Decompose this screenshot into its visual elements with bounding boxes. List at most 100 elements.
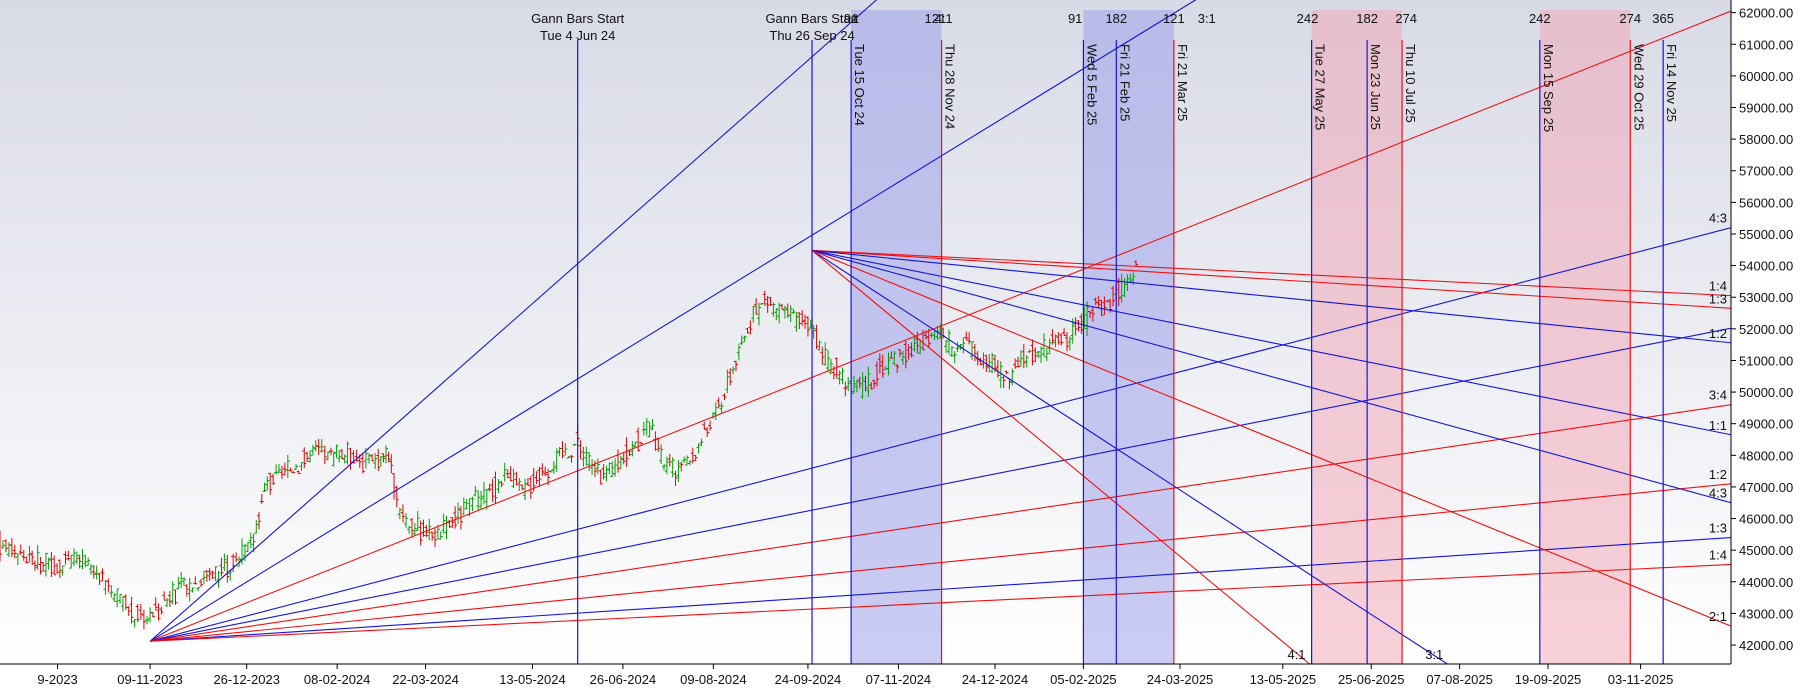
gann-fan-label: 1:1 — [1709, 418, 1727, 433]
gann-fan-line — [811, 249, 1310, 664]
y-tick-label: 60000.00 — [1739, 69, 1793, 84]
gann-fan-line — [811, 249, 1731, 344]
top-header-text: 182 — [1356, 11, 1378, 26]
y-tick-label: 62000.00 — [1739, 6, 1793, 21]
top-header-text: 121 — [1163, 11, 1185, 26]
x-tick-label: 07-08-2025 — [1426, 672, 1493, 687]
gann-fan-line — [149, 10, 1731, 642]
x-tick-label: 24-09-2024 — [775, 672, 842, 687]
vertical-date-label: Wed 29 Oct 25 — [1631, 44, 1646, 130]
y-tick-label: 49000.00 — [1739, 417, 1793, 432]
gann-fan-label: 4:3 — [1709, 211, 1727, 226]
top-header-text: Thu 26 Sep 24 — [769, 28, 854, 43]
gann-fan-line — [811, 249, 1731, 436]
x-tick-label: 09-11-2023 — [117, 672, 183, 687]
y-tick-label: 52000.00 — [1739, 322, 1793, 337]
time-band — [1539, 10, 1631, 664]
top-header-text: 182 — [1105, 11, 1127, 26]
x-tick-label: 9-2023 — [37, 672, 77, 687]
y-tick-label: 56000.00 — [1739, 195, 1793, 210]
top-header-text: 274 — [1395, 11, 1417, 26]
gann-fan-line — [149, 404, 1731, 642]
y-tick-label: 45000.00 — [1739, 543, 1793, 558]
gann-fan-line — [149, 0, 878, 642]
vertical-date-label: Thu 10 Jul 25 — [1403, 44, 1418, 123]
top-header-text: 365 — [1652, 11, 1674, 26]
y-tick-label: 59000.00 — [1739, 101, 1793, 116]
gann-fan-line — [149, 0, 1197, 642]
x-tick-label: 25-06-2025 — [1338, 672, 1405, 687]
x-tick-label: 26-12-2023 — [213, 672, 280, 687]
gann-fan-line — [150, 483, 1731, 642]
gann-fan-label: 1:2 — [1709, 467, 1727, 482]
time-band — [851, 10, 942, 664]
x-tick-label: 26-06-2024 — [590, 672, 657, 687]
gann-fan-label: 1:3 — [1709, 521, 1727, 536]
x-tick-label: 22-03-2024 — [392, 672, 459, 687]
y-tick-label: 58000.00 — [1739, 132, 1793, 147]
y-tick-label: 48000.00 — [1739, 448, 1793, 463]
x-tick-label: 07-11-2024 — [866, 672, 932, 687]
x-tick-label: 19-09-2025 — [1515, 672, 1582, 687]
top-header-text: Tue 4 Jun 24 — [540, 28, 615, 43]
gann-fan-line — [811, 249, 1731, 504]
gann-fan-line — [149, 227, 1731, 642]
x-tick-label: 13-05-2025 — [1250, 672, 1317, 687]
gann-fan-line — [150, 536, 1731, 642]
y-tick-label: 51000.00 — [1739, 353, 1793, 368]
y-tick-label: 44000.00 — [1739, 575, 1793, 590]
y-tick-label: 46000.00 — [1739, 512, 1793, 527]
gann-fan-line — [811, 249, 1448, 664]
x-tick-label: 03-11-2025 — [1608, 672, 1674, 687]
gann-fan-label: 3:4 — [1709, 388, 1727, 403]
vertical-date-label: Wed 5 Feb 25 — [1084, 44, 1099, 125]
gann-fan-label: 1:3 — [1709, 291, 1727, 306]
y-tick-label: 53000.00 — [1739, 290, 1793, 305]
vertical-date-label: Fri 21 Mar 25 — [1175, 44, 1190, 121]
x-tick-label: 24-03-2025 — [1147, 672, 1214, 687]
gann-fan-label: 4:1 — [1287, 647, 1305, 662]
top-header-text: 121 — [925, 11, 947, 26]
x-tick-label: 08-02-2024 — [304, 672, 371, 687]
gann-fan-line — [150, 563, 1731, 642]
top-header-text: Gann Bars Start — [531, 11, 625, 26]
time-band — [1311, 10, 1403, 664]
gann-fan-line — [811, 249, 1731, 627]
top-header-text: 242 — [1529, 11, 1551, 26]
gann-fan-label: 2:1 — [1709, 609, 1727, 624]
vertical-date-label: Tue 15 Oct 24 — [852, 44, 867, 126]
vertical-date-label: Fri 21 Feb 25 — [1117, 44, 1132, 121]
vertical-date-label: Mon 15 Sep 25 — [1541, 44, 1556, 132]
vertical-date-label: Tue 27 May 25 — [1313, 44, 1328, 130]
gann-fan-line — [812, 249, 1731, 297]
y-tick-label: 57000.00 — [1739, 164, 1793, 179]
x-tick-label: 05-02-2025 — [1050, 672, 1117, 687]
y-tick-label: 55000.00 — [1739, 227, 1793, 242]
top-header-text: Gann Bars Start — [765, 11, 859, 26]
top-header-text: 242 — [1297, 11, 1319, 26]
top-header-text: 4:1 — [935, 11, 953, 26]
gann-fan-label: 4:3 — [1709, 486, 1727, 501]
top-header-text: 91 — [1068, 11, 1082, 26]
top-header-text: 274 — [1619, 11, 1641, 26]
vertical-date-label: Fri 14 Nov 25 — [1664, 44, 1679, 122]
y-tick-label: 47000.00 — [1739, 480, 1793, 495]
y-tick-label: 50000.00 — [1739, 385, 1793, 400]
x-tick-label: 13-05-2024 — [499, 672, 566, 687]
y-tick-label: 54000.00 — [1739, 259, 1793, 274]
x-tick-label: 09-08-2024 — [680, 672, 747, 687]
top-header-text: 91 — [844, 11, 858, 26]
vertical-date-label: Mon 23 Jun 25 — [1368, 44, 1383, 130]
gann-fan-label: 3:1 — [1425, 647, 1443, 662]
gann-fan-label: 1:4 — [1709, 547, 1727, 562]
y-tick-label: 61000.00 — [1739, 37, 1793, 52]
y-tick-label: 43000.00 — [1739, 606, 1793, 621]
y-tick-label: 42000.00 — [1739, 638, 1793, 653]
top-header-text: 3:1 — [1198, 11, 1216, 26]
gann-fan-line — [812, 249, 1731, 309]
vertical-date-label: Thu 28 Nov 24 — [943, 44, 958, 129]
gann-fan-label: 1:2 — [1709, 326, 1727, 341]
gann-fan-line — [149, 327, 1731, 642]
